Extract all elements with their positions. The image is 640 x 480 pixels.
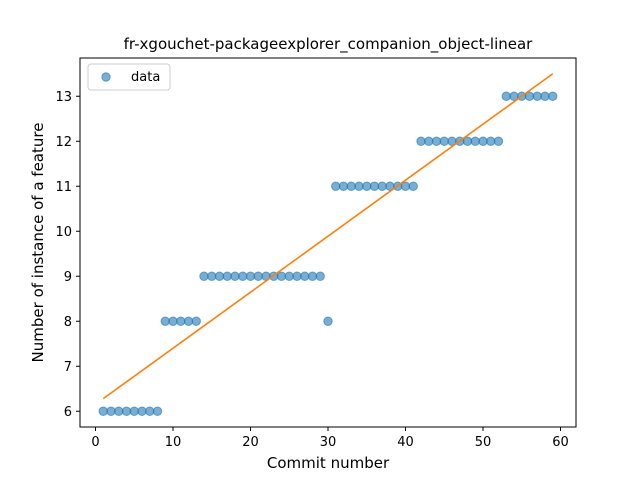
x-tick-label: 40 (397, 435, 414, 450)
data-point (115, 407, 123, 415)
data-point (138, 407, 146, 415)
data-point (401, 182, 409, 190)
data-point (277, 272, 285, 280)
data-point (285, 272, 293, 280)
legend-entry-data: data (131, 70, 160, 85)
x-tick-label: 0 (91, 435, 99, 450)
data-point (184, 317, 192, 325)
data-point (347, 182, 355, 190)
x-tick-label: 60 (552, 435, 569, 450)
data-point (378, 182, 386, 190)
y-tick-label: 7 (64, 360, 72, 375)
x-tick-label: 10 (165, 435, 182, 450)
y-tick-label: 9 (64, 270, 72, 285)
data-point (308, 272, 316, 280)
data-point (417, 137, 425, 145)
data-point (549, 92, 557, 100)
data-point (107, 407, 115, 415)
data-point (301, 272, 309, 280)
data-point (200, 272, 208, 280)
data-point (130, 407, 138, 415)
data-point (169, 317, 177, 325)
data-point (487, 137, 495, 145)
data-point (215, 272, 223, 280)
legend: data (88, 64, 170, 90)
data-point (246, 272, 254, 280)
data-point (432, 137, 440, 145)
data-point (316, 272, 324, 280)
y-tick-label: 8 (64, 315, 72, 330)
data-point (533, 92, 541, 100)
x-tick-label: 50 (475, 435, 492, 450)
data-point (363, 182, 371, 190)
data-point (239, 272, 247, 280)
data-point (494, 137, 502, 145)
data-point (231, 272, 239, 280)
y-tick-label: 11 (55, 180, 72, 195)
data-point (332, 182, 340, 190)
chart-title: fr-xgouchet-packageexplorer_companion_ob… (124, 35, 534, 54)
y-axis-label: Number of instance of a feature (29, 123, 47, 363)
data-point (177, 317, 185, 325)
y-tick-label: 10 (55, 225, 72, 240)
data-point (161, 317, 169, 325)
data-point (254, 272, 262, 280)
data-point (409, 182, 417, 190)
data-point (370, 182, 378, 190)
data-point (479, 137, 487, 145)
legend-marker-data (102, 73, 110, 81)
y-tick-label: 12 (55, 135, 72, 150)
x-axis-label: Commit number (267, 454, 390, 472)
data-point (339, 182, 347, 190)
data-point (223, 272, 231, 280)
data-point (153, 407, 161, 415)
x-tick-label: 30 (320, 435, 337, 450)
data-point (146, 407, 154, 415)
data-point (192, 317, 200, 325)
data-point (355, 182, 363, 190)
data-point (541, 92, 549, 100)
data-point (425, 137, 433, 145)
x-tick-label: 20 (242, 435, 259, 450)
data-point (502, 92, 510, 100)
data-point (208, 272, 216, 280)
data-point (293, 272, 301, 280)
data-point (324, 317, 332, 325)
data-point (440, 137, 448, 145)
y-tick-label: 13 (55, 90, 72, 105)
y-tick-label: 6 (64, 405, 72, 420)
data-point (99, 407, 107, 415)
data-point (122, 407, 130, 415)
data-point (471, 137, 479, 145)
